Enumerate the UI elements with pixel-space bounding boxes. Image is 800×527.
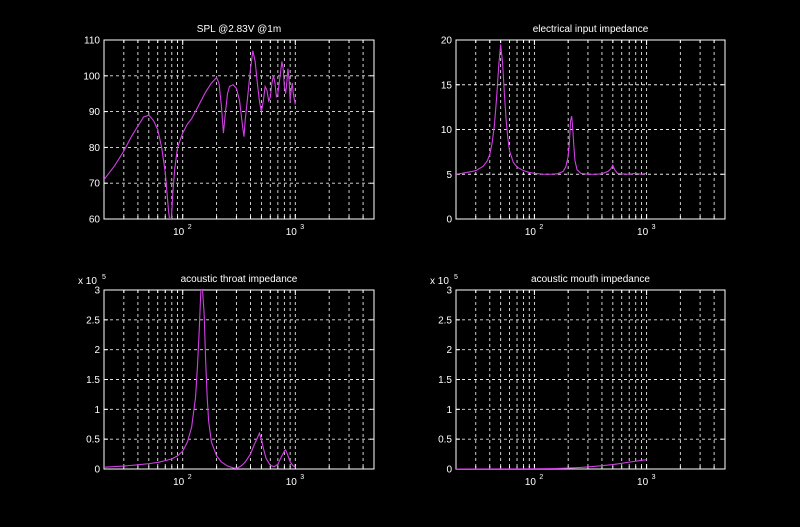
y-tick-label: 1.5 <box>86 375 100 386</box>
y-tick-label: 10 <box>441 125 453 136</box>
y-multiplier-label: x 10 <box>78 276 97 287</box>
y-tick-label: 100 <box>83 71 100 82</box>
axes-frame <box>103 289 375 470</box>
series-line-1 <box>456 459 647 469</box>
x-tick-label-exponent: 2 <box>539 224 543 231</box>
axes-frame <box>103 39 375 220</box>
x-tick-label-exponent: 3 <box>652 224 656 231</box>
x-tick-label-exponent: 3 <box>300 224 304 231</box>
y-tick-label: 110 <box>84 36 100 47</box>
series-line-1 <box>456 44 647 175</box>
series-line-1 <box>104 50 296 219</box>
x-tick-label-exponent: 2 <box>539 474 543 481</box>
y-tick-label: 2 <box>94 345 100 356</box>
y-tick-label: 70 <box>89 179 101 190</box>
chart-title: acoustic throat impedance <box>181 274 298 285</box>
x-tick-label-exponent: 3 <box>300 474 304 481</box>
x-tick-label: 10 <box>525 477 537 488</box>
x-tick-label: 10 <box>173 227 185 238</box>
y-tick-label: 0 <box>94 465 100 476</box>
chart-title: electrical input impedance <box>533 24 649 35</box>
y-tick-label: 90 <box>89 107 101 118</box>
y-tick-label: 3 <box>446 286 452 297</box>
chart-title: acoustic mouth impedance <box>531 274 650 285</box>
y-multiplier-exponent: 5 <box>454 274 458 281</box>
y-tick-label: 3 <box>94 286 100 297</box>
x-tick-label: 10 <box>286 227 298 238</box>
x-tick-label: 10 <box>637 227 649 238</box>
y-tick-label: 15 <box>441 80 453 91</box>
x-tick-label-exponent: 3 <box>652 474 656 481</box>
y-tick-label: 2.5 <box>86 315 100 326</box>
x-tick-label-exponent: 2 <box>188 224 192 231</box>
y-tick-label: 1.5 <box>438 375 452 386</box>
y-tick-label: 0 <box>446 215 452 226</box>
axes-frame <box>455 289 726 470</box>
y-tick-label: 0 <box>446 465 452 476</box>
series-line-1 <box>104 290 296 469</box>
x-tick-label: 10 <box>173 477 185 488</box>
y-tick-label: 2.5 <box>438 315 452 326</box>
y-tick-label: 2 <box>446 345 452 356</box>
y-tick-label: 0.5 <box>438 435 452 446</box>
y-tick-label: 80 <box>89 143 101 154</box>
chart-title: SPL @2.83V @1m <box>197 24 281 35</box>
y-multiplier-label: x 10 <box>430 276 449 287</box>
y-multiplier-exponent: 5 <box>102 274 106 281</box>
x-tick-label: 10 <box>286 477 298 488</box>
x-tick-label-exponent: 2 <box>188 474 192 481</box>
axes-frame <box>455 39 726 220</box>
x-tick-label: 10 <box>637 477 649 488</box>
y-tick-label: 1 <box>446 405 452 416</box>
y-tick-label: 1 <box>94 405 100 416</box>
y-tick-label: 20 <box>441 36 453 47</box>
y-tick-label: 5 <box>446 170 452 181</box>
y-tick-label: 0.5 <box>86 435 100 446</box>
x-tick-label: 10 <box>525 227 537 238</box>
y-tick-label: 60 <box>89 215 101 226</box>
